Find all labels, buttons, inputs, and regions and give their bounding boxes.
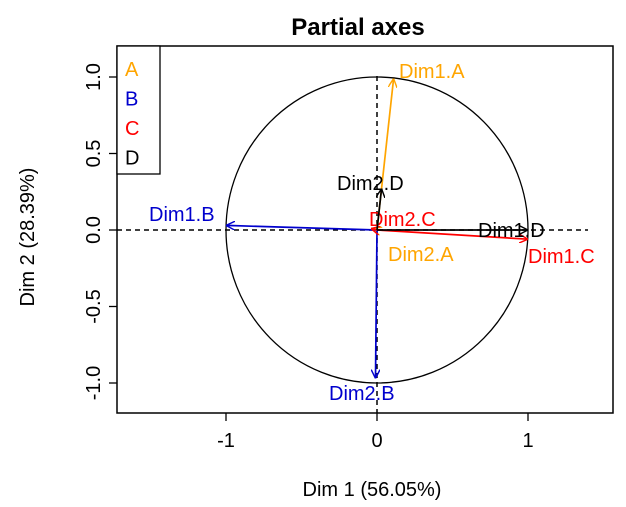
- chart-title: Partial axes: [291, 14, 424, 41]
- arrow-label-dim1-a: Dim1.A: [399, 61, 465, 83]
- arrow-dim1-b: [226, 225, 378, 231]
- arrow-label-dim2-b: Dim2.B: [329, 383, 395, 405]
- plot-area: -1 0 1 -1.0 -0.5 0.0 0.5 1.0 Dim1.A Dim2.A Dim1.B D…: [83, 45, 614, 452]
- x-tick-label: 1: [522, 430, 533, 452]
- arrow-label-dim1-d: Dim1.D: [478, 220, 545, 242]
- arrow-label-dim2-a: Dim2.A: [388, 244, 454, 266]
- arrow-label-dim2-d: Dim2.D: [337, 173, 404, 195]
- legend-box: [116, 45, 161, 175]
- arrow-dim2-c: [371, 228, 377, 230]
- x-tick-label: 0: [371, 430, 382, 452]
- arrow-label-dim1-c: Dim1.C: [528, 246, 595, 268]
- y-tick-label: -1.0: [83, 366, 105, 400]
- y-tick-label: 0.5: [83, 140, 105, 168]
- y-tick-label: 1.0: [83, 63, 105, 91]
- y-axis-label: Dim 2 (28.39%): [17, 168, 39, 307]
- legend-entry-d: D: [125, 148, 139, 170]
- legend-entry-c: C: [125, 118, 139, 140]
- arrow-dim2-b: [375, 229, 377, 378]
- x-axis-label: Dim 1 (56.05%): [303, 479, 442, 501]
- x-tick-label: -1: [217, 430, 235, 452]
- arrow-label-dim2-c: Dim2.C: [369, 209, 436, 231]
- y-tick-label: -0.5: [83, 289, 105, 323]
- arrow-label-dim1-b: Dim1.B: [149, 204, 215, 226]
- arrow-dim2-d: [377, 189, 382, 231]
- legend-entry-b: B: [125, 89, 138, 111]
- legend-entry-a: A: [125, 59, 139, 81]
- y-tick-label: 0.0: [83, 216, 105, 244]
- arrow-dim1-c: [376, 229, 528, 239]
